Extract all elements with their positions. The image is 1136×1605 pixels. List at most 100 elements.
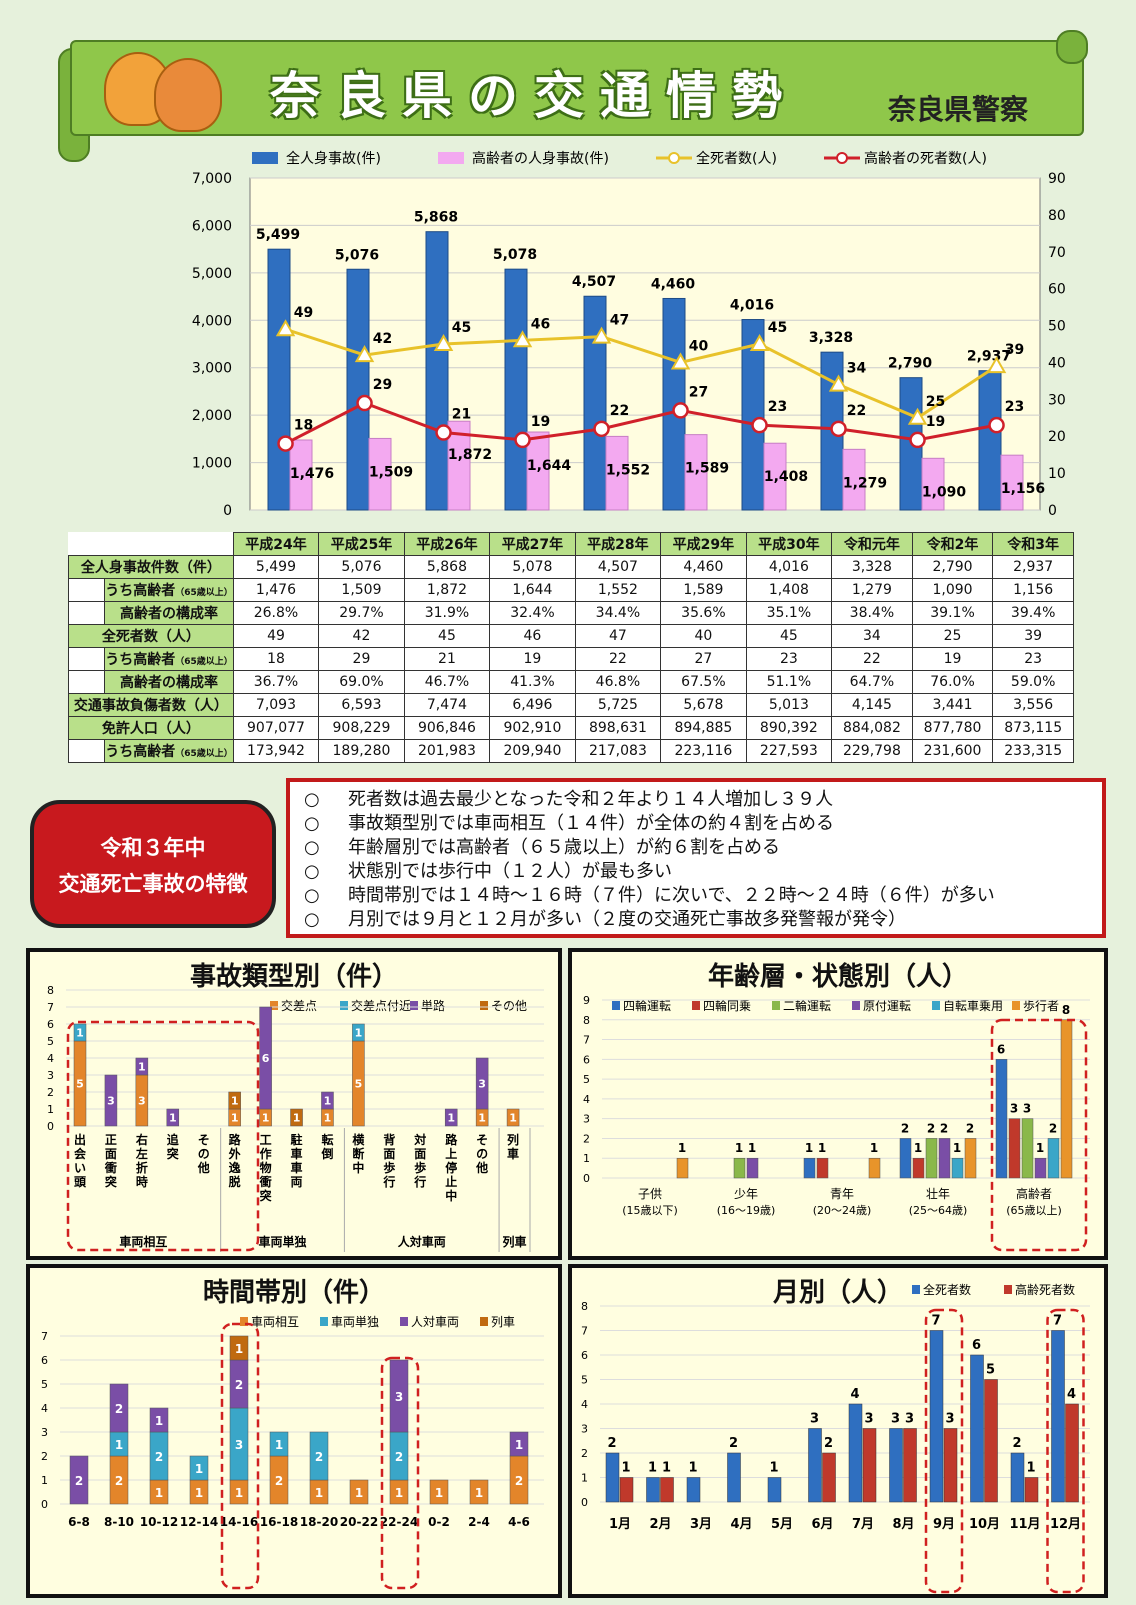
group-label: 車両相互 bbox=[119, 1234, 167, 1249]
segment-label: 1 bbox=[195, 1462, 203, 1476]
time-slot-tick-label: 5 bbox=[41, 1378, 48, 1391]
category-label-char: 他 bbox=[197, 1160, 210, 1175]
segment-label: 1 bbox=[475, 1486, 483, 1500]
right-tick-label: 50 bbox=[1048, 319, 1066, 335]
elderly-accidents-bar bbox=[526, 431, 550, 511]
category-label: 2-4 bbox=[468, 1515, 490, 1529]
deaths-marker bbox=[433, 333, 454, 351]
monthly-tick-label: 2 bbox=[581, 1447, 588, 1460]
bar bbox=[646, 1477, 660, 1503]
stack-segment bbox=[506, 1108, 520, 1127]
segment-label: 1 bbox=[76, 1027, 84, 1040]
year-header: 平成29年 bbox=[660, 532, 747, 556]
legend-label: 全死者数 bbox=[923, 1282, 971, 1297]
row-label: うち高齢者（65歳以上） bbox=[104, 739, 234, 763]
elderly-deaths-marker bbox=[988, 416, 1005, 434]
category-label: 1月 bbox=[609, 1517, 631, 1532]
bar-label: 2 bbox=[824, 1436, 833, 1451]
elderly-deaths-label: 19 bbox=[926, 414, 945, 430]
legend-label: 原付運転 bbox=[863, 999, 911, 1013]
category-label-char: 倒 bbox=[320, 1146, 333, 1161]
table-cell: 5,078 bbox=[489, 555, 576, 579]
deaths-marker bbox=[907, 407, 928, 425]
table-cell: 233,315 bbox=[992, 739, 1074, 763]
deaths-label: 49 bbox=[294, 305, 313, 321]
year-header: 令和2年 bbox=[911, 532, 994, 556]
table-cell: 4,507 bbox=[574, 555, 662, 579]
table-row: 高齢者の構成率 36.7% 69.0% 46.7% 41.3% 46.8% 67.5% 51.… bbox=[67, 670, 1074, 694]
all-accidents-label: 5,078 bbox=[493, 247, 537, 263]
table-cell: 18 bbox=[232, 647, 320, 671]
all-accidents-bar bbox=[741, 319, 765, 511]
legend-label: 高齢者の人身事故(件) bbox=[472, 150, 609, 167]
all-accidents-bar bbox=[346, 268, 370, 511]
category-label-char: い bbox=[74, 1161, 86, 1175]
bar bbox=[1008, 1118, 1021, 1179]
legend-swatch bbox=[240, 1317, 248, 1326]
stack-segment bbox=[321, 1091, 334, 1110]
category-label-char: 歩 bbox=[414, 1160, 426, 1175]
bar-label: 6 bbox=[972, 1338, 981, 1353]
category-label: 8-10 bbox=[104, 1515, 134, 1529]
organization-name: 奈良県警察 bbox=[888, 93, 1029, 126]
table-cell: 38.4% bbox=[831, 601, 913, 625]
table-cell: 27 bbox=[660, 647, 747, 671]
category-label: 壮年 bbox=[926, 1187, 950, 1201]
row-label-note: （65歳以上） bbox=[175, 657, 233, 667]
elderly-accidents-label: 1,090 bbox=[922, 484, 967, 500]
stack-segment bbox=[269, 1431, 289, 1457]
row-label-note: （65歳以上） bbox=[175, 749, 233, 759]
table-cell: 877,780 bbox=[911, 716, 994, 740]
bar-label: 1 bbox=[748, 1141, 756, 1155]
table-cell: 39.1% bbox=[911, 601, 994, 625]
elderly-deaths-marker bbox=[672, 402, 689, 419]
category-label-char: 衝 bbox=[259, 1174, 272, 1189]
elderly-accidents-label: 1,552 bbox=[606, 462, 650, 478]
segment-label: 1 bbox=[235, 1342, 243, 1356]
table-cell: 227,593 bbox=[745, 739, 833, 763]
time-slot-chart: 車両相互 車両単独 人対車両 列車 0 1 2 3 4 5 6 7 2 6-8 2 1 2 8-10 1 2 1 10-1… bbox=[41, 1315, 544, 1590]
segment-label: 3 bbox=[107, 1095, 115, 1108]
segment-label: 2 bbox=[155, 1450, 163, 1464]
table-cell: 5,678 bbox=[660, 693, 747, 717]
elderly-accidents-bar bbox=[368, 437, 392, 511]
table-cell: 3,556 bbox=[992, 693, 1074, 717]
deaths-marker bbox=[512, 330, 533, 348]
elderly-accidents-bar bbox=[842, 448, 866, 511]
category-label-char: 止 bbox=[445, 1174, 457, 1189]
left-tick-label: 1,000 bbox=[192, 456, 232, 472]
table-cell: 40 bbox=[660, 624, 747, 648]
bar bbox=[822, 1452, 836, 1503]
legend-label: 交差点 bbox=[281, 998, 317, 1013]
elderly-deaths-label: 29 bbox=[373, 377, 392, 393]
segment-label: 1 bbox=[231, 1112, 239, 1125]
all-accidents-bar bbox=[504, 268, 528, 511]
category-label-char: 工 bbox=[260, 1133, 272, 1147]
legend-label: 歩行者 bbox=[1023, 998, 1059, 1013]
bar bbox=[1024, 1477, 1039, 1503]
category-label-char: 面 bbox=[383, 1147, 395, 1161]
category-label: 14-16 bbox=[220, 1515, 258, 1529]
category-label-char: 左 bbox=[135, 1146, 148, 1161]
elderly-accidents-bar bbox=[1000, 454, 1024, 511]
table-cell: 6,593 bbox=[318, 693, 405, 717]
category-sublabel: (16～19歳) bbox=[717, 1204, 776, 1217]
highlight-22-24 bbox=[380, 1356, 420, 1590]
deaths-label: 45 bbox=[452, 320, 471, 336]
table-cell: 894,885 bbox=[660, 716, 747, 740]
segment-label: 6 bbox=[262, 1052, 270, 1065]
bar-label: 1 bbox=[914, 1141, 922, 1155]
category-label: 高齢者 bbox=[1016, 1186, 1052, 1201]
segment-label: 2 bbox=[515, 1474, 523, 1488]
bar bbox=[964, 1138, 977, 1179]
stack-segment bbox=[509, 1431, 529, 1457]
bar-label: 1 bbox=[735, 1141, 743, 1155]
segment-label: 1 bbox=[231, 1095, 239, 1108]
table-cell: 32.4% bbox=[489, 601, 576, 625]
category-label: 2月 bbox=[649, 1517, 671, 1532]
stack-segment bbox=[389, 1359, 409, 1433]
elderly-accidents-label: 1,872 bbox=[448, 447, 492, 463]
segment-label: 1 bbox=[355, 1486, 363, 1500]
table-cell: 231,600 bbox=[911, 739, 994, 763]
category-label-char: 折 bbox=[136, 1160, 148, 1175]
